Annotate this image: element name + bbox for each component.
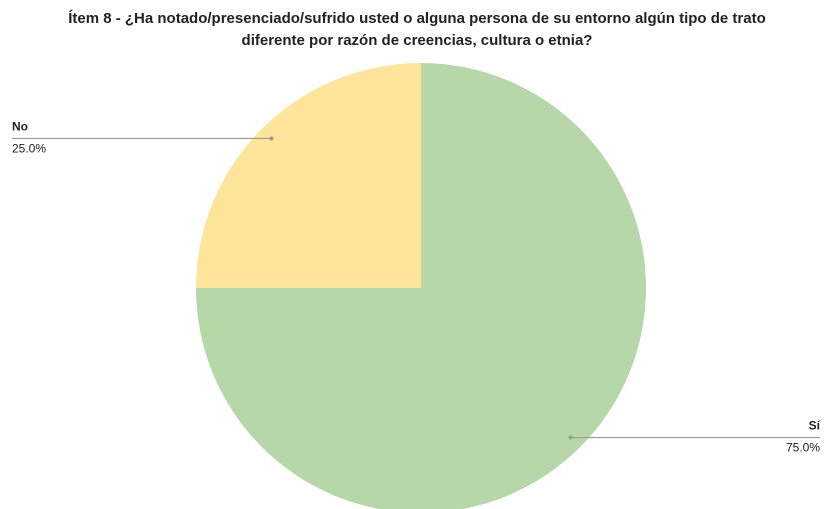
value-label: 75.0% xyxy=(786,441,820,455)
value-label: 25.0% xyxy=(12,142,46,156)
pie-slice xyxy=(196,63,421,288)
leader-dot xyxy=(568,435,573,440)
pie-slice xyxy=(196,63,646,509)
leader-dot xyxy=(269,136,274,141)
slice-label: Sí xyxy=(809,419,821,433)
slice-label: No xyxy=(12,120,28,134)
chart-title: Ítem 8 - ¿Ha notado/presenciado/sufrido … xyxy=(68,10,766,49)
